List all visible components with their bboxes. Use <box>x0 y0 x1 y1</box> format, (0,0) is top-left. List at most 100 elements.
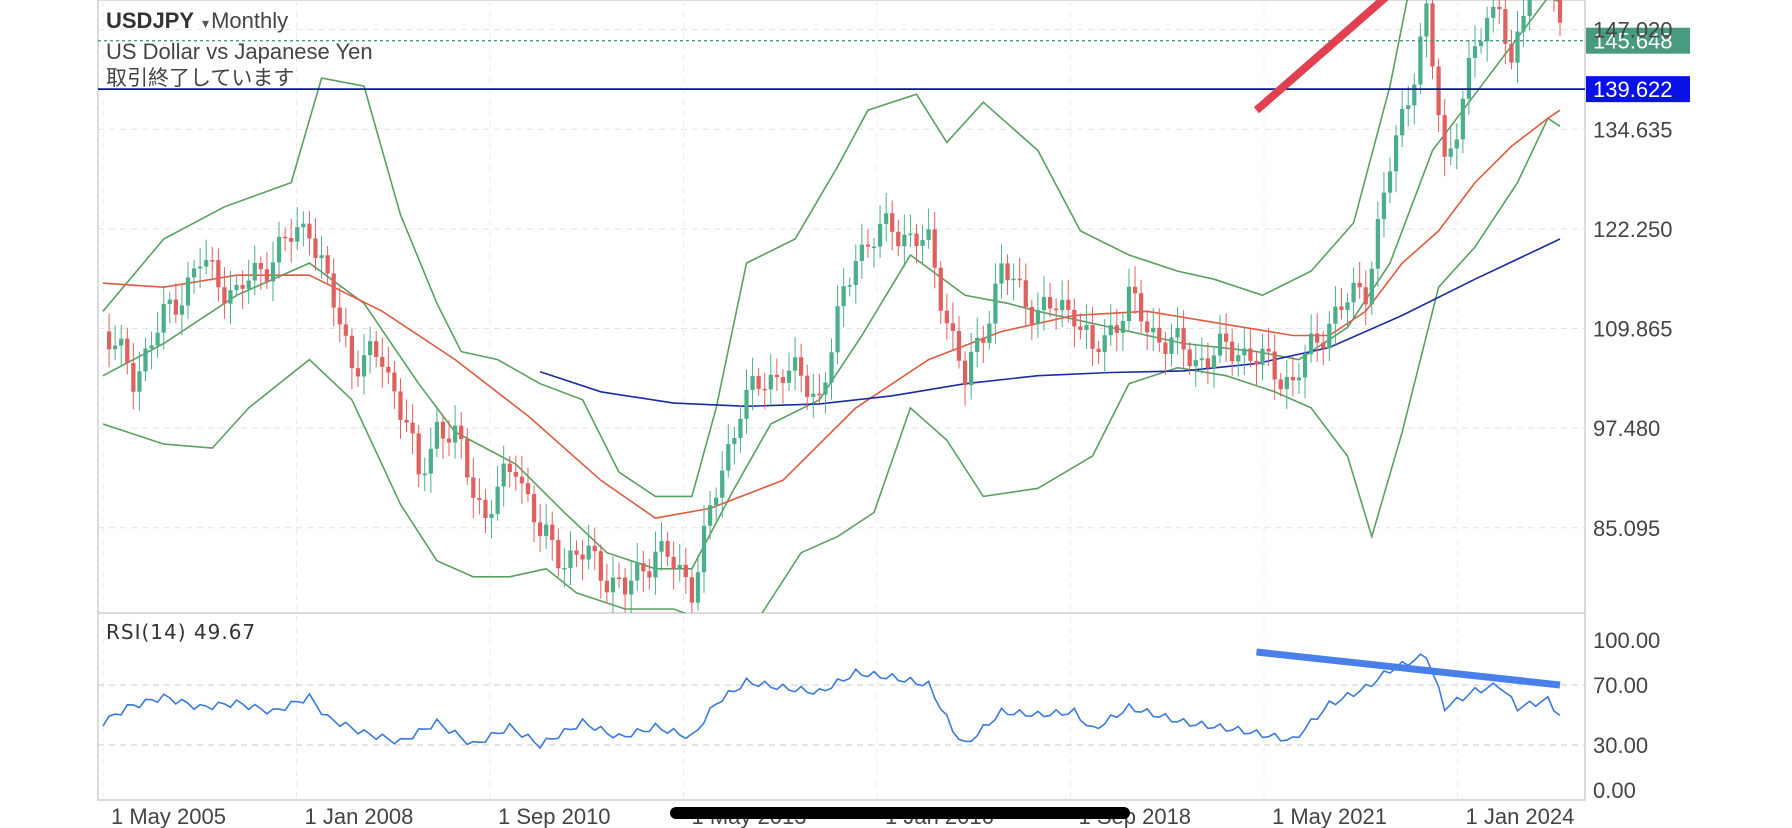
candle-body <box>1436 66 1441 116</box>
candle-body <box>1138 293 1144 322</box>
candle-body <box>1114 325 1119 333</box>
candle-body <box>325 255 330 274</box>
candle-body <box>501 463 506 487</box>
candle-body <box>331 273 336 308</box>
candle-body <box>519 476 525 484</box>
candle-body <box>495 486 500 514</box>
candle-body <box>1157 327 1162 343</box>
candle-body <box>562 567 567 570</box>
candle-body <box>1223 333 1229 342</box>
candle-body <box>1060 299 1065 311</box>
price-trendline <box>1253 0 1389 114</box>
candle-body <box>1454 139 1459 149</box>
candle-body <box>1509 43 1514 63</box>
candle-body <box>319 255 324 259</box>
candle-body <box>204 260 209 267</box>
candle-body <box>604 580 610 593</box>
rsi-tick-label: 0.00 <box>1593 778 1636 803</box>
candle-body <box>732 438 737 445</box>
candle-body <box>969 351 974 386</box>
candle-body <box>422 473 427 476</box>
candle-body <box>258 262 263 270</box>
candle-body <box>877 223 883 247</box>
candle-body <box>902 234 907 247</box>
candle-body <box>1327 323 1332 349</box>
candle-body <box>1096 348 1101 353</box>
candle-body <box>1084 325 1089 330</box>
interval-label[interactable]: Monthly <box>211 8 289 33</box>
candle-body <box>853 261 858 286</box>
price-tick-label: 134.635 <box>1593 117 1673 142</box>
rsi-tick-label: 30.00 <box>1593 733 1648 758</box>
candle-body <box>1466 57 1472 99</box>
candle-body <box>1442 115 1447 157</box>
candle-body <box>780 377 786 383</box>
candle-body <box>884 213 889 224</box>
candle-body <box>932 229 937 268</box>
chart-frame <box>97 0 1586 801</box>
candle-body <box>1302 354 1308 378</box>
bollinger-upper-line <box>102 0 1408 498</box>
candle-body <box>283 236 288 239</box>
candle-body <box>1357 282 1362 288</box>
candle-body <box>574 550 579 555</box>
home-indicator-bar[interactable] <box>670 807 1130 819</box>
candle-body <box>1339 306 1344 310</box>
candle-body <box>1393 135 1399 172</box>
candle-body <box>786 370 792 383</box>
candle-body <box>707 505 713 526</box>
candle-body <box>380 356 385 367</box>
candle-body <box>198 266 203 269</box>
candle-body <box>1078 326 1083 330</box>
rsi-label: RSI(14) 49.67 <box>106 620 257 644</box>
candle-body <box>1169 337 1174 354</box>
candle-body <box>167 299 172 305</box>
candle-body <box>210 260 215 262</box>
chart-header[interactable]: USDJPY ▾Monthly <box>106 8 288 36</box>
candles <box>106 0 1563 613</box>
candle-body <box>1351 282 1356 303</box>
candle-body <box>677 564 682 569</box>
candle-body <box>434 421 440 449</box>
candle-body <box>1290 376 1296 381</box>
candle-body <box>817 393 822 396</box>
candle-body <box>592 545 597 552</box>
candle-body <box>835 306 840 353</box>
last-price-tag <box>1586 27 1690 54</box>
candle-body <box>1066 299 1071 310</box>
candle-body <box>756 376 761 389</box>
axes: 159.405147.020134.635122.250109.86597.48… <box>111 18 1673 828</box>
candle-body <box>1412 84 1417 106</box>
candle-body <box>544 524 549 536</box>
candle-body <box>1515 31 1520 63</box>
candle-body <box>598 551 603 581</box>
candle-body <box>689 577 694 603</box>
candle-body <box>125 338 130 363</box>
price-tick-label: 122.250 <box>1593 217 1673 242</box>
candle-body <box>701 525 707 573</box>
candle-body <box>616 577 622 579</box>
candle-body <box>1315 333 1320 343</box>
candle-body <box>106 331 112 350</box>
instrument-description: US Dollar vs Japanese Yen <box>106 39 373 64</box>
bollinger-lower-line <box>102 117 1561 613</box>
candle-body <box>295 227 300 242</box>
candle-body <box>1527 0 1532 16</box>
symbol-label[interactable]: USDJPY <box>106 8 195 33</box>
candle-body <box>1053 308 1059 311</box>
candle-body <box>999 263 1004 284</box>
level-price-tag <box>1586 76 1690 103</box>
candle-body <box>1035 310 1041 324</box>
candle-body <box>246 280 251 289</box>
candle-body <box>1430 3 1435 67</box>
candle-body <box>962 360 968 386</box>
candle-body <box>313 238 318 259</box>
candle-body <box>276 236 282 263</box>
candle-body <box>987 323 992 343</box>
candle-body <box>981 337 986 343</box>
series-layer <box>102 0 1561 613</box>
candle-body <box>155 332 160 346</box>
candle-body <box>1023 280 1028 308</box>
interval-dropdown-icon[interactable]: ▾ <box>202 15 210 31</box>
